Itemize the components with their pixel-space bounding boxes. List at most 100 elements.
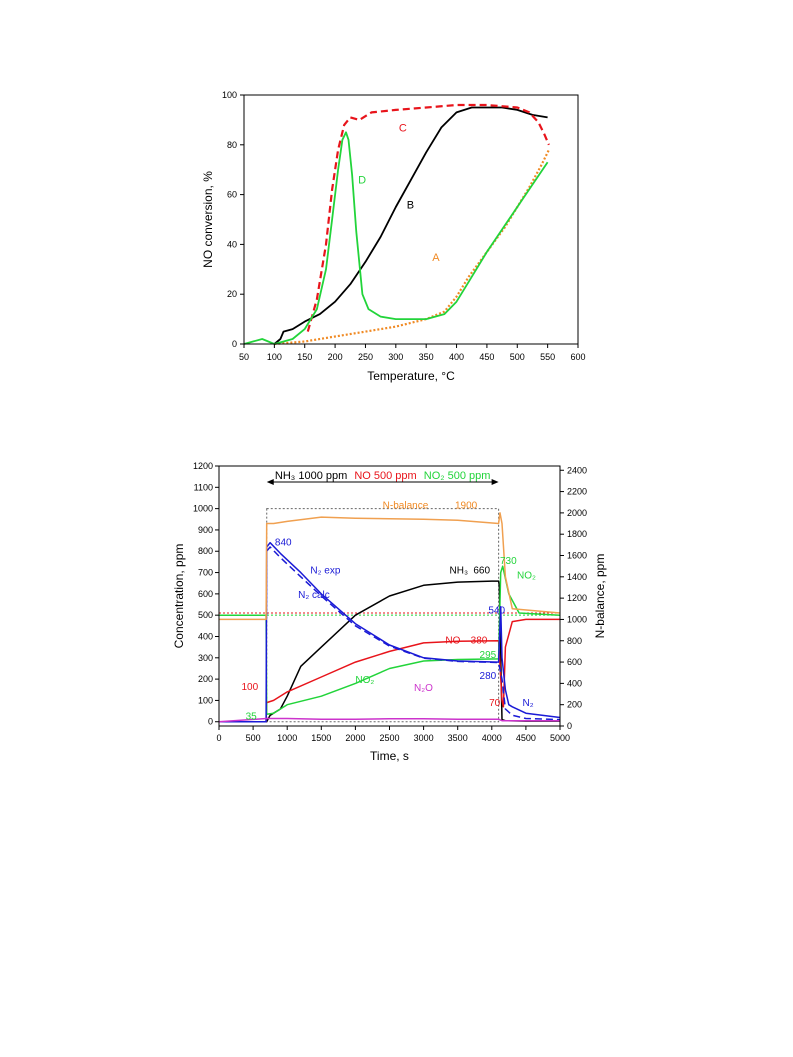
chart2-y-axis-label-left: Concentration, ppm xyxy=(172,544,186,649)
feed-no-label: NO 500 ppm xyxy=(354,470,416,482)
chart2-series-n2o xyxy=(218,717,560,723)
chart2-y-axis-label-right: N-balance, ppm xyxy=(593,554,607,639)
chart2-annotation-n2o: N₂O xyxy=(414,683,433,694)
chart2-annotation-no2: NO₂ xyxy=(355,675,374,686)
chart2-x-tick-label: 4000 xyxy=(482,733,502,743)
feed-no2-label: NO₂ 500 ppm xyxy=(424,470,491,482)
chart1-x-tick-label: 350 xyxy=(419,352,434,362)
chart2-x-tick-label: 0 xyxy=(216,733,221,743)
chart2-y2-tick-label: 1000 xyxy=(567,614,587,624)
chart1-series-b xyxy=(273,106,548,345)
chart2-series-nh3 xyxy=(219,580,560,723)
chart2-annotation-no: NO xyxy=(445,635,460,646)
chart2-y2-tick-label: 0 xyxy=(567,721,572,731)
chart1-series-c xyxy=(306,103,550,332)
chart2-y-axis-right: 0 200 400 600 800 1000 1200 1400 1600 1800 2000 220… xyxy=(560,465,587,731)
chart2-y-tick-label: 500 xyxy=(198,610,213,620)
chart2-x-tick-label: 1500 xyxy=(311,733,331,743)
chart1-x-tick-label: 150 xyxy=(297,352,312,362)
chart2-y2-tick-label: 1200 xyxy=(567,593,587,603)
chart1-series-d xyxy=(243,131,549,345)
chart1-annotation-d: D xyxy=(358,175,366,187)
chart2-x-tick-label: 500 xyxy=(246,733,261,743)
chart2-annotation-35: 35 xyxy=(246,711,258,722)
chart1-y-axis-label: NO conversion, % xyxy=(201,171,215,268)
chart2-annotation-n-balance: N-balance xyxy=(383,500,429,511)
chart2-annotation-540: 540 xyxy=(488,605,505,616)
chart2-feed-window-box xyxy=(266,508,500,723)
chart2-y-tick-label: 400 xyxy=(198,631,213,641)
chart2-y2-tick-label: 800 xyxy=(567,636,582,646)
chart1-x-tick-label: 200 xyxy=(328,352,343,362)
chart2-annotation-295: 295 xyxy=(480,650,497,661)
chart2-x-tick-label: 2500 xyxy=(379,733,399,743)
chart2-x-tick-label: 3500 xyxy=(448,733,468,743)
chart2-feed-header: NH₃ 1000 ppm NO 500 ppm NO₂ 500 ppm xyxy=(266,470,499,485)
chart2-y-axis-left: 0 100 200 300 400 500 600 700 800 900 1000 1100 1200 xyxy=(193,461,219,727)
chart2-annotation-1900: 1900 xyxy=(455,500,478,511)
chart2-y2-tick-label: 600 xyxy=(567,657,582,667)
chart1-plot-frame xyxy=(243,94,579,345)
chart2-y-tick-label: 0 xyxy=(208,717,213,727)
chart1-x-axis: 50 100 150 200 250 300 350 400 450 500 550 600 xyxy=(239,344,586,362)
chart2-y-tick-label: 700 xyxy=(198,568,213,578)
chart2-y2-tick-label: 2200 xyxy=(567,487,587,497)
chart2-series-no xyxy=(219,618,560,723)
chart1-x-tick-label: 450 xyxy=(479,352,494,362)
chart2-series-layer xyxy=(218,512,561,723)
chart1-x-tick-label: 600 xyxy=(570,352,585,362)
chart2-annotation-n2-calc: N₂ calc xyxy=(298,590,330,601)
chart2-y2-tick-label: 2000 xyxy=(567,508,587,518)
chart2-annotation-100: 100 xyxy=(242,682,259,693)
chart1-x-tick-label: 550 xyxy=(540,352,555,362)
chart2-x-tick-label: 3000 xyxy=(414,733,434,743)
chart1-x-tick-label: 100 xyxy=(267,352,282,362)
chart2-x-tick-label: 4500 xyxy=(516,733,536,743)
chart1-series-layer xyxy=(243,103,550,346)
chart2-y2-tick-label: 1800 xyxy=(567,529,587,539)
arrow-left-icon xyxy=(266,479,274,485)
chart2-feed-label: NH₃ 1000 ppm NO 500 ppm NO₂ 500 ppm xyxy=(275,470,491,482)
chart2-annotation-70: 70 xyxy=(489,698,501,709)
chart2-x-tick-label: 2000 xyxy=(345,733,365,743)
chart1-y-tick-label: 80 xyxy=(227,140,237,150)
chart2-annotation-no2: NO₂ xyxy=(517,570,536,581)
chart1-x-axis-label: Temperature, °C xyxy=(367,369,455,383)
chart2-y-tick-label: 100 xyxy=(198,695,213,705)
chart2-y-tick-label: 600 xyxy=(198,589,213,599)
chart2-y-tick-label: 200 xyxy=(198,674,213,684)
chart1-x-tick-label: 400 xyxy=(449,352,464,362)
arrow-right-icon xyxy=(491,479,499,485)
chart2-x-axis: 0 500 1000 1500 2000 2500 3000 3500 4000 4500 5000 xyxy=(216,726,570,743)
chart1-annotation-b: B xyxy=(407,200,414,212)
chart2-annotation-nh3: NH₃ xyxy=(450,565,469,576)
chart2-y2-tick-label: 200 xyxy=(567,700,582,710)
chart1-y-tick-label: 60 xyxy=(227,190,237,200)
chart1-x-tick-label: 250 xyxy=(358,352,373,362)
chart1-x-tick-label: 50 xyxy=(239,352,249,362)
chart2-y-tick-label: 900 xyxy=(198,525,213,535)
chart2-x-axis-label: Time, s xyxy=(370,749,409,763)
chart2-annotation-660: 660 xyxy=(473,565,490,576)
chart2-series-n-balance xyxy=(219,512,561,621)
chart1-annotation-a: A xyxy=(432,252,440,264)
feed-nh3-label: NH₃ 1000 ppm xyxy=(275,470,347,482)
chart2-y2-tick-label: 400 xyxy=(567,678,582,688)
chart1-x-tick-label: 500 xyxy=(510,352,525,362)
chart2-series-n2-calc xyxy=(266,546,561,721)
chart2-y2-tick-label: 1600 xyxy=(567,551,587,561)
chart2-y-tick-label: 1100 xyxy=(194,482,213,492)
chart2-annotation-280: 280 xyxy=(480,671,497,682)
chart2-annotation-n2-exp: N₂ exp xyxy=(310,565,340,576)
chart-concentration-time: 0 500 1000 1500 2000 2500 3000 3500 4000 4500 5000… xyxy=(172,461,607,763)
chart2-annotation-n2: N₂ xyxy=(522,698,533,709)
chart2-y2-tick-label: 2400 xyxy=(567,465,587,475)
chart1-annotations: A B C D xyxy=(358,122,440,263)
chart2-y2-tick-label: 1400 xyxy=(567,572,587,582)
chart2-x-tick-label: 5000 xyxy=(550,733,570,743)
chart2-reference-lines xyxy=(219,612,560,616)
chart2-y-tick-label: 300 xyxy=(198,653,213,663)
chart1-y-axis: 0 20 40 60 80 100 xyxy=(222,90,244,349)
